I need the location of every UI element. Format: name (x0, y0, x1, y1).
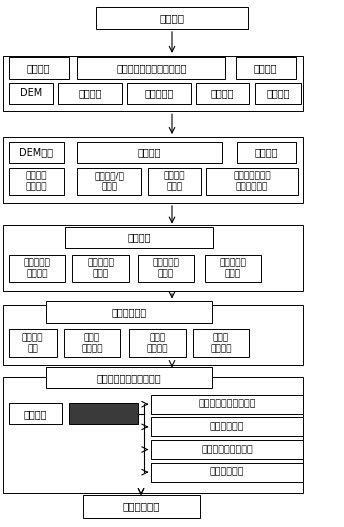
Text: 土地利用和覆被影响: 土地利用和覆被影响 (201, 445, 253, 454)
Bar (3, 137, 303, 203)
Text: 土地利用: 土地利用 (78, 89, 102, 98)
Bar (9, 57, 69, 79)
Bar (138, 255, 194, 282)
Bar (196, 83, 249, 104)
Text: 地质资料: 地质资料 (211, 89, 235, 98)
Bar (255, 83, 301, 104)
Text: DEM: DEM (20, 89, 42, 98)
Bar (193, 329, 249, 357)
Text: 近地层风速
月变化: 近地层风速 月变化 (152, 258, 180, 279)
Text: 控制试验: 控制试验 (23, 409, 47, 418)
Bar (3, 56, 303, 111)
Bar (151, 440, 303, 459)
Text: 近地层风速
年际变化: 近地层风速 年际变化 (23, 258, 51, 279)
Text: 地质、土
壤底地: 地质、土 壤底地 (164, 171, 185, 191)
Text: 年际分布
特征: 年际分布 特征 (22, 333, 43, 354)
Bar (9, 329, 57, 357)
Bar (127, 83, 191, 104)
Bar (96, 7, 248, 29)
Bar (69, 403, 138, 424)
Text: 风场分布特征: 风场分布特征 (111, 307, 147, 317)
Text: 加密观测: 加密观测 (27, 63, 51, 73)
Text: 复杂地形影响: 复杂地形影响 (210, 422, 244, 432)
Text: 年变化
分布特征: 年变化 分布特征 (81, 333, 103, 354)
Text: 土壤湿度影响: 土壤湿度影响 (210, 467, 244, 477)
Bar (237, 142, 296, 163)
Text: 大风起风机制: 大风起风机制 (122, 502, 160, 511)
Bar (9, 255, 65, 282)
Bar (46, 367, 212, 388)
Text: 月变化
分布特征: 月变化 分布特征 (147, 333, 168, 354)
Bar (46, 301, 212, 323)
Bar (3, 225, 303, 291)
Bar (206, 168, 298, 195)
Bar (77, 168, 141, 195)
Bar (58, 83, 122, 104)
Text: 近地层风速
年变化: 近地层风速 年变化 (87, 258, 114, 279)
Text: 卫星资料: 卫星资料 (255, 148, 278, 157)
Bar (205, 255, 261, 282)
Text: 输电线路: 输电线路 (266, 89, 290, 98)
Text: 土地利用/覆
被处理: 土地利用/覆 被处理 (94, 171, 124, 191)
Text: 日变化
分布特征: 日变化 分布特征 (210, 333, 232, 354)
Text: 确定区域: 确定区域 (160, 13, 184, 23)
Text: 卫星资料: 卫星资料 (254, 63, 278, 73)
Bar (77, 57, 225, 79)
Bar (151, 395, 303, 414)
Bar (3, 377, 303, 493)
Bar (151, 463, 303, 482)
Text: 近地层风速
日变化: 近地层风速 日变化 (219, 258, 247, 279)
Text: 统计分析: 统计分析 (128, 232, 151, 242)
Text: 输电线路杆塔站
历史风灾事故: 输电线路杆塔站 历史风灾事故 (233, 171, 271, 191)
Bar (236, 57, 296, 79)
Bar (64, 329, 120, 357)
Bar (3, 305, 303, 365)
Bar (9, 403, 62, 424)
Text: 气象自理
站点处理: 气象自理 站点处理 (25, 171, 47, 191)
Text: 再分析数据: 再分析数据 (144, 89, 174, 98)
Bar (9, 168, 64, 195)
Bar (77, 142, 222, 163)
Text: DEM分析: DEM分析 (19, 148, 53, 157)
Text: 收集多年气象常规观测资料: 收集多年气象常规观测资料 (116, 63, 186, 73)
Bar (9, 83, 53, 104)
Bar (129, 329, 186, 357)
Bar (72, 255, 129, 282)
Bar (151, 417, 303, 436)
Text: 大尺度环流背景场影响: 大尺度环流背景场影响 (198, 399, 256, 409)
Text: 资料处理: 资料处理 (138, 148, 161, 157)
Bar (83, 495, 200, 518)
Bar (9, 142, 64, 163)
Bar (65, 227, 213, 248)
Text: 大风起风机制敏感性试验: 大风起风机制敏感性试验 (97, 373, 161, 383)
Bar (148, 168, 201, 195)
